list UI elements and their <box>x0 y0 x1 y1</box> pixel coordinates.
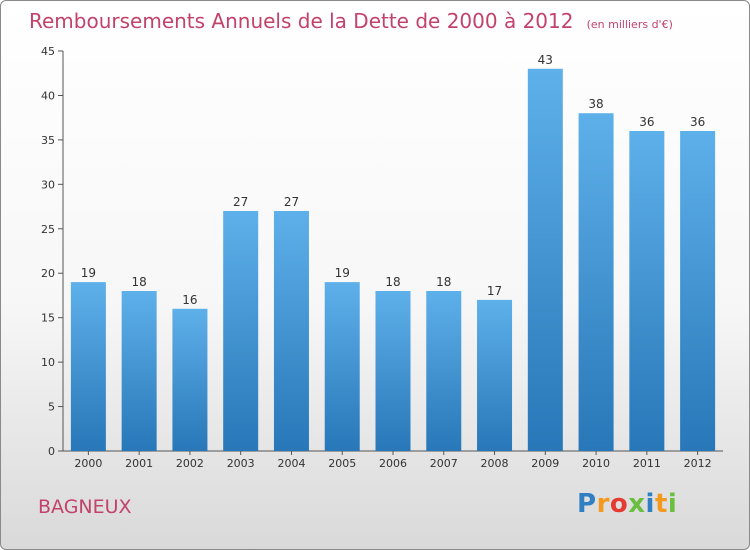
y-tick-label: 45 <box>41 45 55 58</box>
bar-2006 <box>375 291 411 451</box>
y-tick-label: 25 <box>41 223 55 236</box>
y-tick-label: 5 <box>48 401 55 414</box>
data-label: 36 <box>690 115 705 129</box>
logo-letter: P <box>577 489 597 519</box>
y-tick-label: 40 <box>41 89 55 102</box>
x-tick-label: 2012 <box>684 457 712 470</box>
bar-2009 <box>527 68 563 452</box>
y-tick-label: 20 <box>41 267 55 280</box>
proxiti-logo: Proxiti <box>577 489 677 519</box>
x-tick-label: 2003 <box>227 457 255 470</box>
y-tick-label: 30 <box>41 178 55 191</box>
bar-2011 <box>629 131 665 451</box>
x-tick-label: 2009 <box>531 457 559 470</box>
logo-letter: t <box>654 489 668 519</box>
logo-letter: o <box>609 489 629 519</box>
bar-2001 <box>121 291 157 451</box>
bar-2007 <box>426 291 462 451</box>
logo-letter: x <box>628 489 646 519</box>
city-name: BAGNEUX <box>38 496 132 518</box>
bar-2002 <box>172 308 208 451</box>
data-label: 18 <box>132 275 147 289</box>
data-label: 19 <box>81 266 96 280</box>
data-label: 43 <box>538 53 553 67</box>
logo-letter: i <box>667 489 678 519</box>
y-tick-label: 10 <box>41 356 55 369</box>
x-tick-label: 2008 <box>481 457 509 470</box>
bar-2012 <box>680 131 716 451</box>
x-tick-label: 2006 <box>379 457 407 470</box>
x-tick-label: 2001 <box>125 457 153 470</box>
data-label: 27 <box>233 195 248 209</box>
chart-title: Remboursements Annuels de la Dette de 20… <box>29 9 574 33</box>
y-tick-label: 35 <box>41 134 55 147</box>
logo-letter: r <box>596 489 610 519</box>
logo-letter: i <box>645 489 655 519</box>
x-tick-label: 2004 <box>277 457 305 470</box>
data-label: 18 <box>385 275 400 289</box>
data-label: 17 <box>487 284 502 298</box>
data-label: 36 <box>639 115 654 129</box>
x-tick-label: 2000 <box>74 457 102 470</box>
bar-2003 <box>223 211 259 451</box>
x-tick-label: 2002 <box>176 457 204 470</box>
bar-2008 <box>477 299 513 451</box>
data-label: 18 <box>436 275 451 289</box>
data-label: 38 <box>588 97 603 111</box>
bar-2000 <box>70 282 106 451</box>
y-tick-label: 15 <box>41 312 55 325</box>
bar-2010 <box>578 113 614 451</box>
bar-2004 <box>273 211 309 451</box>
data-label: 27 <box>284 195 299 209</box>
data-label: 16 <box>182 293 197 307</box>
data-label: 19 <box>335 266 350 280</box>
x-tick-label: 2007 <box>430 457 458 470</box>
x-tick-label: 2005 <box>328 457 356 470</box>
bar-2005 <box>324 282 360 451</box>
y-tick-label: 0 <box>48 445 55 458</box>
x-tick-label: 2011 <box>633 457 661 470</box>
title-row: Remboursements Annuels de la Dette de 20… <box>29 9 673 33</box>
chart-subtitle: (en milliers d'€) <box>586 18 673 31</box>
x-tick-label: 2010 <box>582 457 610 470</box>
